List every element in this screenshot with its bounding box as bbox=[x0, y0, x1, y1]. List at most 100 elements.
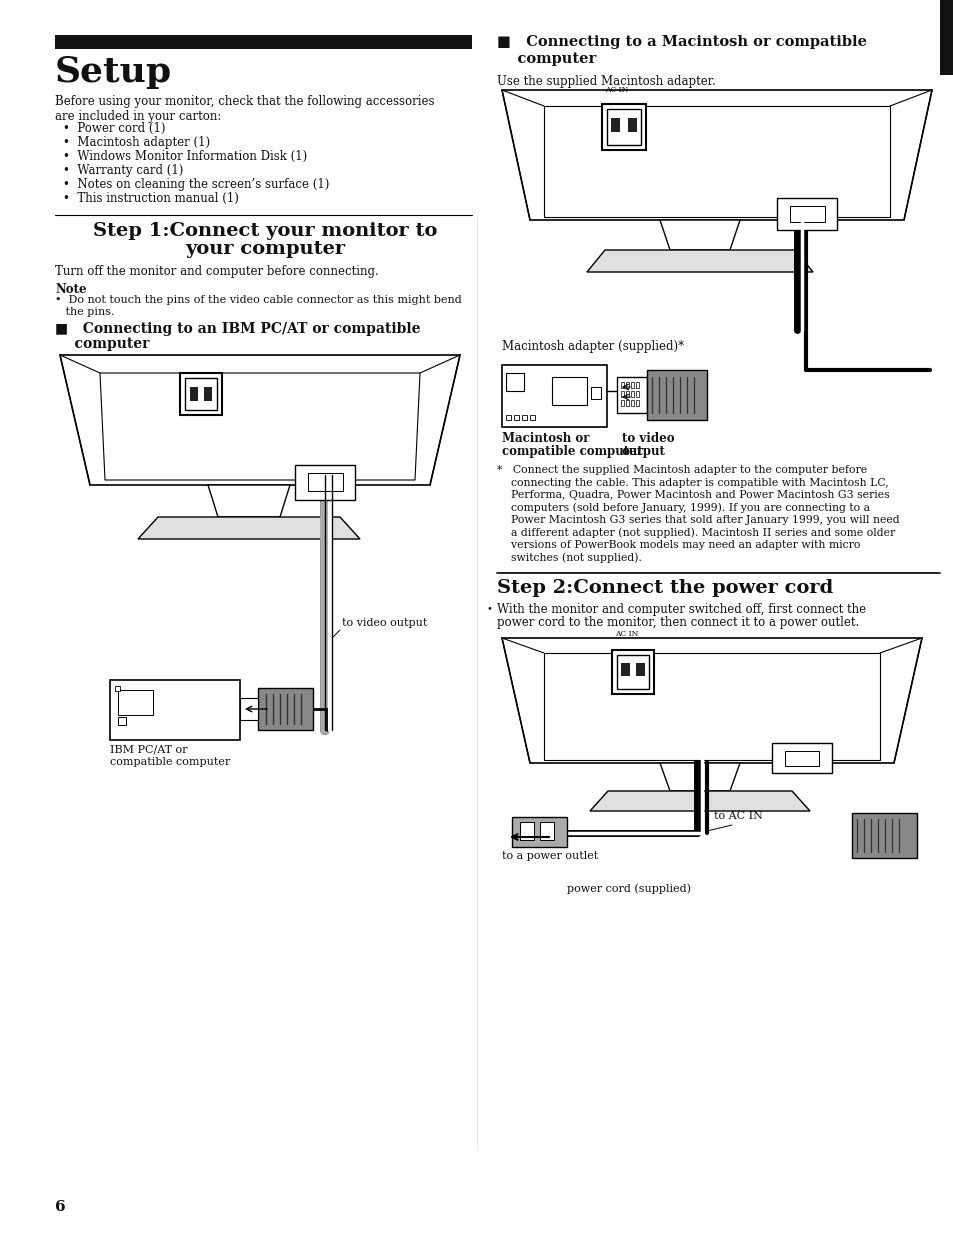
Bar bbox=[115, 686, 120, 690]
Bar bbox=[180, 374, 222, 416]
Text: 6: 6 bbox=[55, 1200, 66, 1215]
Bar bbox=[505, 416, 511, 420]
Text: power cord (supplied): power cord (supplied) bbox=[566, 883, 690, 894]
Bar bbox=[620, 399, 623, 406]
Bar bbox=[636, 391, 639, 397]
Bar bbox=[501, 365, 606, 427]
Text: ■   Connecting to an IBM PC/AT or compatible: ■ Connecting to an IBM PC/AT or compatib… bbox=[55, 322, 420, 337]
Text: Step 2:Connect the power cord: Step 2:Connect the power cord bbox=[497, 580, 832, 597]
Bar bbox=[610, 118, 619, 132]
Bar bbox=[55, 35, 472, 49]
Bar bbox=[630, 382, 634, 388]
Bar bbox=[601, 104, 645, 150]
Text: to a power outlet: to a power outlet bbox=[501, 851, 598, 861]
Bar bbox=[240, 698, 257, 720]
Text: ■   Connecting to a Macintosh or compatible: ■ Connecting to a Macintosh or compatibl… bbox=[497, 35, 866, 49]
Text: to video: to video bbox=[621, 432, 674, 445]
Bar bbox=[530, 416, 535, 420]
Bar bbox=[625, 399, 628, 406]
Bar bbox=[512, 817, 566, 847]
Bar bbox=[606, 109, 640, 145]
Bar bbox=[784, 751, 818, 766]
Polygon shape bbox=[659, 763, 740, 792]
Text: Use the supplied Macintosh adapter.: Use the supplied Macintosh adapter. bbox=[497, 75, 715, 88]
Polygon shape bbox=[501, 90, 931, 219]
Text: •  Do not touch the pins of the video cable connector as this might bend: • Do not touch the pins of the video cab… bbox=[55, 295, 461, 305]
Bar bbox=[612, 650, 654, 694]
Text: ·: · bbox=[314, 240, 320, 256]
Text: Note: Note bbox=[55, 284, 87, 296]
Bar bbox=[617, 655, 648, 689]
Text: switches (not supplied).: switches (not supplied). bbox=[497, 552, 641, 563]
Bar bbox=[505, 374, 523, 391]
Text: AC IN: AC IN bbox=[615, 630, 638, 637]
Polygon shape bbox=[208, 485, 290, 517]
Polygon shape bbox=[501, 637, 921, 763]
Bar bbox=[627, 118, 637, 132]
Text: Setup: Setup bbox=[55, 55, 172, 89]
Text: •  Warranty card (1): • Warranty card (1) bbox=[63, 164, 183, 178]
Bar bbox=[939, 0, 953, 75]
Bar bbox=[617, 377, 646, 413]
Text: Before using your monitor, check that the following accessories
are included in : Before using your monitor, check that th… bbox=[55, 95, 434, 123]
Bar bbox=[646, 370, 706, 420]
Text: *   Connect the supplied Macintosh adapter to the computer before: * Connect the supplied Macintosh adapter… bbox=[497, 465, 866, 475]
Bar bbox=[625, 391, 628, 397]
Text: your computer: your computer bbox=[185, 240, 345, 258]
Text: •  Power cord (1): • Power cord (1) bbox=[63, 122, 165, 134]
Bar bbox=[308, 473, 343, 491]
Text: power cord to the monitor, then connect it to a power outlet.: power cord to the monitor, then connect … bbox=[497, 616, 859, 629]
Polygon shape bbox=[60, 355, 459, 485]
Bar bbox=[294, 465, 355, 501]
Text: Performa, Quadra, Power Macintosh and Power Macintosh G3 series: Performa, Quadra, Power Macintosh and Po… bbox=[497, 490, 889, 501]
Bar bbox=[539, 822, 554, 840]
Bar bbox=[620, 391, 623, 397]
Bar bbox=[620, 663, 629, 676]
Text: the pins.: the pins. bbox=[55, 307, 114, 317]
Text: compatible computer: compatible computer bbox=[110, 757, 230, 767]
Text: computers (sold before January, 1999). If you are connecting to a: computers (sold before January, 1999). I… bbox=[497, 503, 869, 513]
Text: With the monitor and computer switched off, first connect the: With the monitor and computer switched o… bbox=[497, 603, 865, 616]
Bar bbox=[590, 387, 600, 399]
Text: Macintosh adapter (supplied)*: Macintosh adapter (supplied)* bbox=[501, 340, 683, 353]
Polygon shape bbox=[138, 517, 359, 539]
Bar bbox=[620, 382, 623, 388]
Polygon shape bbox=[589, 792, 809, 811]
Bar bbox=[514, 416, 518, 420]
Text: IBM PC/AT or: IBM PC/AT or bbox=[110, 745, 188, 755]
Text: output: output bbox=[621, 445, 665, 457]
Bar bbox=[519, 822, 534, 840]
Text: versions of PowerBook models may need an adapter with micro: versions of PowerBook models may need an… bbox=[497, 540, 860, 550]
Text: Turn off the monitor and computer before connecting.: Turn off the monitor and computer before… bbox=[55, 265, 378, 277]
Text: connecting the cable. This adapter is compatible with Macintosh LC,: connecting the cable. This adapter is co… bbox=[497, 477, 888, 487]
Bar bbox=[776, 199, 836, 231]
Bar bbox=[110, 681, 240, 740]
Text: compatible computer: compatible computer bbox=[501, 445, 642, 457]
Bar bbox=[204, 387, 212, 401]
Bar bbox=[552, 377, 586, 404]
Bar bbox=[636, 382, 639, 388]
Bar bbox=[789, 206, 824, 222]
Text: to video output: to video output bbox=[341, 618, 427, 628]
Text: AC IN: AC IN bbox=[604, 86, 628, 94]
Bar bbox=[185, 379, 216, 411]
Text: a different adapter (not supplied). Macintosh II series and some older: a different adapter (not supplied). Maci… bbox=[497, 528, 894, 538]
Polygon shape bbox=[100, 374, 419, 480]
Text: •  Notes on cleaning the screen’s surface (1): • Notes on cleaning the screen’s surface… bbox=[63, 178, 329, 191]
Text: Step 1:Connect your monitor to: Step 1:Connect your monitor to bbox=[92, 222, 436, 240]
Text: computer: computer bbox=[497, 52, 596, 67]
Bar bbox=[636, 399, 639, 406]
Bar bbox=[630, 391, 634, 397]
Text: Power Macintosh G3 series that sold after January 1999, you will need: Power Macintosh G3 series that sold afte… bbox=[497, 515, 899, 525]
Text: computer: computer bbox=[55, 337, 150, 351]
Text: Macintosh or: Macintosh or bbox=[501, 432, 589, 445]
Text: •  This instruction manual (1): • This instruction manual (1) bbox=[63, 192, 238, 205]
Bar bbox=[625, 382, 628, 388]
Text: to AC IN: to AC IN bbox=[713, 811, 762, 821]
Polygon shape bbox=[586, 250, 812, 272]
Bar bbox=[190, 387, 198, 401]
Text: •  Macintosh adapter (1): • Macintosh adapter (1) bbox=[63, 136, 210, 149]
Bar bbox=[771, 743, 831, 773]
Polygon shape bbox=[543, 106, 889, 217]
Bar bbox=[630, 399, 634, 406]
